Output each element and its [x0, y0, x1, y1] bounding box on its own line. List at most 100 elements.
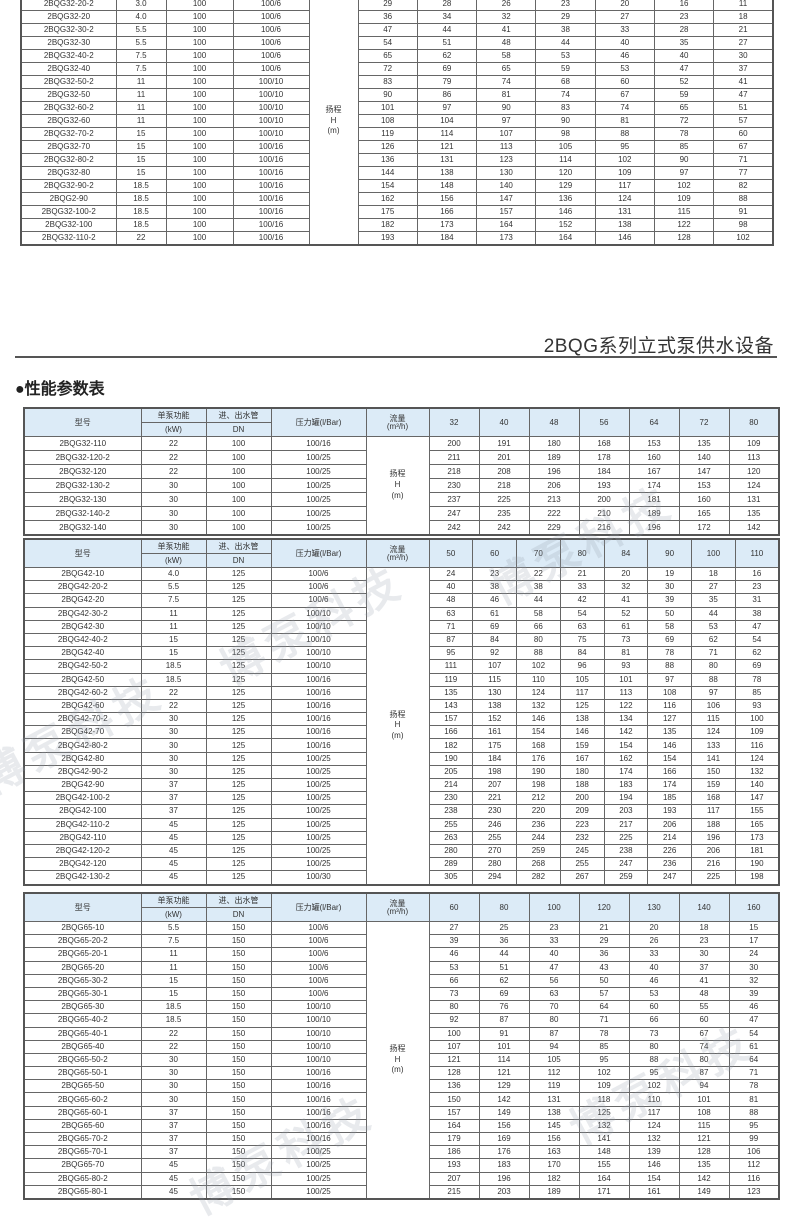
model-cell: 2BQG32-70-2: [20, 127, 117, 141]
head-value-cell: 129: [535, 179, 596, 193]
head-value-cell: 95: [728, 1118, 780, 1134]
head-value-cell: 135: [728, 506, 780, 521]
head-value-cell: 69: [416, 62, 478, 76]
head-value-cell: 120: [535, 166, 596, 180]
pipe-cell: 150: [205, 934, 272, 949]
tank-cell: 100/10: [270, 1013, 367, 1028]
header-pipe-unit: DN: [205, 907, 272, 922]
tank-cell: 100/25: [270, 817, 367, 832]
power-cell: 15: [140, 986, 207, 1002]
head-value-cell: 36: [478, 934, 530, 949]
head-value-cell: 108: [647, 685, 692, 700]
head-value-cell: 46: [628, 973, 680, 988]
head-value-cell: 206: [528, 478, 580, 493]
head-value-cell: 116: [734, 738, 780, 753]
tank-cell: 100/6: [270, 566, 367, 582]
head-value-cell: 71: [428, 619, 474, 634]
model-cell: 2BQG32-40-2: [20, 49, 117, 63]
head-value-cell: 255: [559, 857, 605, 872]
head-value-cell: 282: [516, 870, 561, 885]
pipe-cell: 100: [165, 0, 234, 11]
head-value-cell: 222: [528, 506, 580, 521]
head-value-cell: 167: [559, 751, 605, 766]
head-value-cell: 142: [603, 725, 649, 740]
header-flow-value: 56: [578, 407, 630, 437]
head-value-cell: 46: [472, 593, 517, 608]
header-flow-value: 130: [628, 892, 680, 922]
head-value-cell: 212: [516, 791, 561, 806]
head-value-cell: 226: [647, 843, 692, 859]
head-value-cell: 79: [416, 75, 478, 89]
head-value-cell: 135: [647, 725, 692, 740]
head-value-cell: 154: [647, 751, 692, 766]
table-row: 2BQG32-30-2 5.5 100 100/6 47 44 41 38 33 28 21: [20, 23, 774, 37]
head-value-cell: 117: [628, 1105, 680, 1120]
model-cell: 2BQG32-30: [20, 36, 117, 50]
power-cell: 7.5: [140, 934, 207, 949]
head-value-cell: 145: [528, 1118, 580, 1134]
head-value-cell: 203: [603, 804, 649, 819]
head-value-cell: 238: [603, 843, 649, 859]
head-value-cell: 19: [647, 566, 692, 582]
model-cell: 2BQG65-40-2: [23, 1013, 142, 1028]
head-value-cell: 237: [428, 492, 480, 507]
head-value-cell: 20: [628, 920, 680, 936]
head-value-cell: 32: [476, 10, 537, 24]
head-value-cell: 122: [653, 218, 715, 232]
head-value-cell: 60: [713, 127, 774, 141]
pipe-cell: 150: [205, 1118, 272, 1134]
head-value-cell: 46: [728, 1000, 780, 1015]
head-value-cell: 156: [478, 1118, 530, 1134]
table-row: 2BQG42-40 15 125 100/10 95 92 88 84 81 78 71 62: [23, 646, 780, 661]
tank-cell: 100/16: [232, 192, 310, 206]
model-cell: 2BQG42-40-2: [23, 632, 142, 648]
head-value-cell: 161: [628, 1184, 680, 1200]
head-value-cell: 138: [559, 712, 605, 727]
head-value-cell: 60: [678, 1013, 730, 1028]
head-value-cell: 131: [528, 1092, 580, 1107]
performance-table-2bqg42: 型号 单泵功能 进、出水管 压力罐(l/Bar) 流量 (m³/h) 50 60 70 80 84 9…: [23, 538, 780, 886]
head-value-cell: 52: [653, 75, 715, 89]
head-value-cell: 206: [647, 817, 692, 832]
head-value-cell: 16: [653, 0, 715, 11]
head-value-cell: 116: [647, 698, 692, 714]
head-value-cell: 146: [535, 205, 596, 219]
head-label-line: H: [394, 720, 401, 730]
tank-cell: 100/10: [270, 659, 367, 674]
power-cell: 37: [140, 791, 207, 806]
model-cell: 2BQG65-20: [23, 960, 142, 975]
head-value-cell: 109: [594, 166, 655, 180]
model-cell: 2BQG42-50-2: [23, 659, 142, 674]
head-value-cell: 174: [647, 777, 692, 793]
head-value-cell: 91: [713, 205, 774, 219]
table-row: 2BQG42-60-2 22 125 100/16 135 130 124 117 113 108…: [23, 685, 780, 700]
head-value-cell: 244: [516, 830, 561, 845]
head-value-cell: 214: [647, 830, 692, 845]
head-value-cell: 111: [428, 659, 474, 674]
tank-cell: 100/25: [270, 1184, 367, 1200]
header-flow-unit: (m³/h): [386, 552, 409, 562]
head-value-cell: 39: [428, 934, 480, 949]
head-value-cell: 33: [594, 23, 655, 37]
model-cell: 2BQG42-120-2: [23, 843, 142, 859]
model-cell: 2BQG65-70-2: [23, 1131, 142, 1147]
head-value-cell: 106: [691, 698, 736, 714]
table-row: 2BQG32-40-2 7.5 100 100/6 65 62 58 53 46 40 30: [20, 49, 774, 63]
head-value-cell: 81: [594, 114, 655, 128]
head-value-cell: 27: [691, 580, 736, 595]
head-value-cell: 88: [713, 192, 774, 206]
power-cell: 45: [140, 870, 207, 885]
pipe-cell: 125: [205, 830, 272, 845]
power-cell: 30: [140, 725, 207, 740]
power-cell: 30: [140, 751, 207, 766]
head-value-cell: 24: [728, 947, 780, 962]
head-value-cell: 74: [678, 1039, 730, 1054]
power-cell: 7.5: [115, 62, 167, 76]
head-value-cell: 42: [559, 593, 605, 608]
head-value-cell: 92: [428, 1013, 480, 1028]
header-flow-value: 70: [516, 538, 561, 568]
head-value-cell: 97: [476, 114, 537, 128]
head-value-cell: 87: [478, 1013, 530, 1028]
pipe-cell: 100: [205, 464, 272, 479]
pipe-cell: 125: [205, 593, 272, 608]
